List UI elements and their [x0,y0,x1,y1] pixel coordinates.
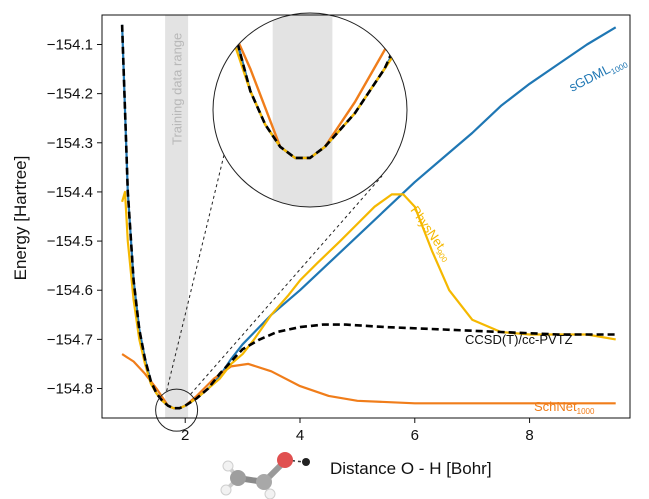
y-tick-label: −154.5 [47,233,93,250]
series-label-schnet: SchNet1000 [534,399,595,416]
zoom-region-circle [155,388,199,432]
series-label-sgdml: sGDML1000 [567,53,630,96]
y-tick-label: −154.6 [47,282,93,299]
y-tick-label: −154.1 [47,36,93,53]
series-name-physnet: PhysNet [408,203,449,252]
y-tick-label: −154.8 [47,381,93,398]
x-tick-label: 2 [181,427,189,444]
series-label-physnet: PhysNet900 [406,203,456,264]
series-line-ccsd-t-cc-pvtz [120,24,616,410]
x-axis-label: Distance O - H [Bohr] [330,459,492,478]
inset-connector-left [166,154,225,392]
x-tick-label: 6 [411,427,419,444]
training-range-band [165,15,189,418]
ethanol-molecule-icon [220,452,310,499]
y-axis-label: Energy [Hartree] [11,156,30,281]
y-tick-label: −154.7 [47,331,93,348]
series-sub-schnet: 1000 [577,407,595,416]
inset-training-band [272,13,333,207]
series-name-schnet: SchNet [534,399,577,414]
x-tick-label: 4 [296,427,304,444]
y-tick-label: −154.2 [47,86,93,103]
inset-line-schnet [213,13,407,160]
training-range-label: Training data range [170,33,185,145]
plot-frame [101,14,631,419]
y-tick-label: −154.4 [47,184,93,201]
series-name-sgdml: sGDML [567,61,613,94]
series-layer [120,24,617,410]
series-line-physnet [121,190,616,410]
series-label-ccsd: CCSD(T)/cc-PVTZ [465,332,573,347]
series-sub-sgdml: 1000 [609,60,629,76]
axes: 2 4 6 8 −154.8 −154.7 −154.6 −154.5 −154.4 −154.3… [47,14,631,444]
x-tick-label: 8 [525,427,533,444]
inset-border [212,12,408,208]
y-tick-label: −154.3 [47,135,93,152]
inset-connector-right [190,175,383,395]
